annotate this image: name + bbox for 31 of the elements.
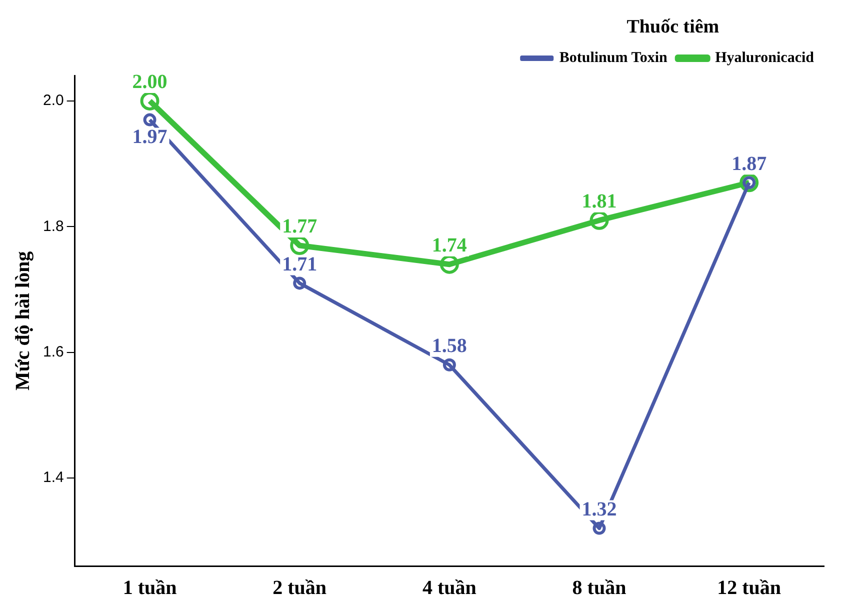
data-label: 1.58 [432, 335, 467, 358]
data-label: 1.97 [132, 126, 168, 148]
point [440, 254, 459, 274]
data-label: 1.74 [432, 234, 467, 257]
point [293, 276, 306, 290]
x-tick-label: 4 tuần [422, 577, 476, 600]
x-tick-label: 2 tuần [272, 577, 327, 600]
y-tick-label: 1.6 [42, 343, 64, 360]
point [740, 173, 759, 192]
y-tick-label: 1.8 [42, 218, 64, 235]
point [442, 358, 456, 372]
point [140, 91, 160, 110]
legend-label: Botulinum Toxin [559, 50, 668, 66]
point [592, 522, 606, 535]
x-tick-label: 1 tuần [122, 577, 177, 600]
legend-title: Thuốc tiêm [626, 16, 720, 38]
x-tick-label: 12 tuần [717, 577, 782, 600]
y-tick-label: 1.4 [42, 469, 64, 486]
legend-label: Hyaluronicacid [715, 50, 815, 66]
point [590, 210, 609, 230]
point [290, 236, 310, 255]
y-tick-label: 2.0 [42, 92, 64, 110]
data-label: 1.32 [582, 498, 617, 520]
data-label: 1.81 [582, 190, 617, 213]
data-label: 1.77 [282, 216, 318, 238]
data-label: 1.87 [732, 152, 767, 175]
data-label: 2.00 [132, 71, 168, 94]
data-label: 1.71 [282, 253, 318, 276]
point [143, 113, 156, 126]
y-axis-title: Mức độ hài lòng [12, 251, 34, 391]
x-tick-label: 8 tuần [572, 577, 626, 600]
